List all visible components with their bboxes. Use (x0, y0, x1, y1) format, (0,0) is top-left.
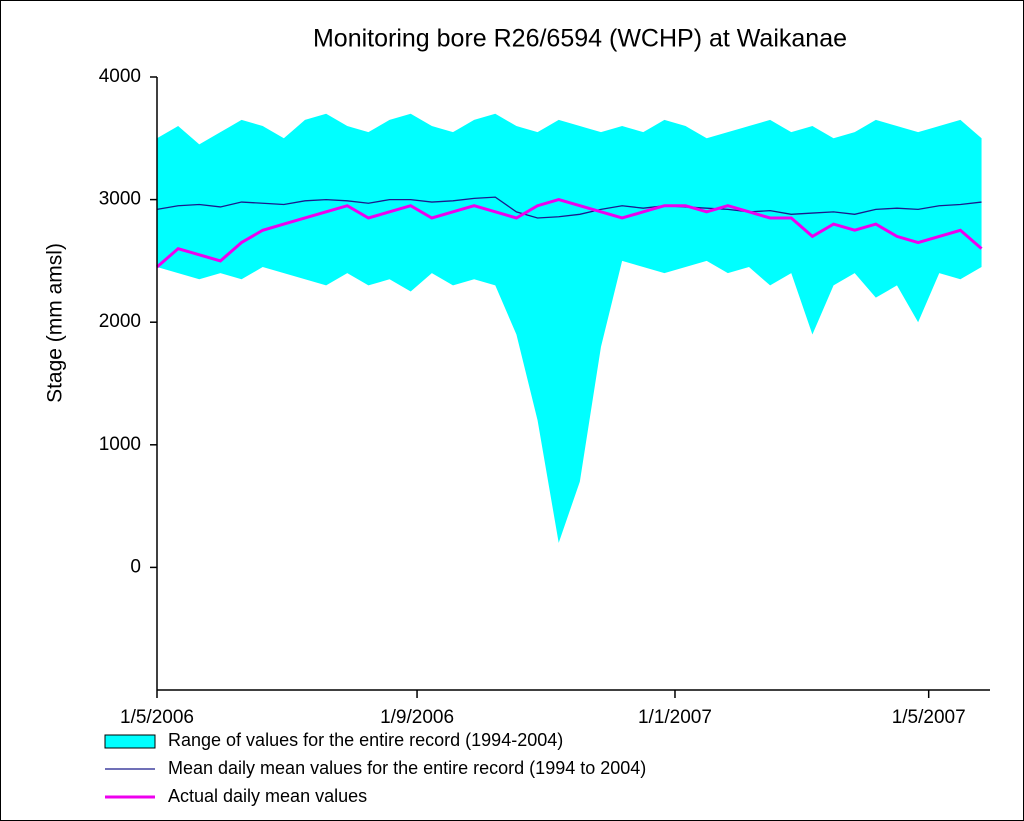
legend-label: Actual daily mean values (168, 786, 367, 806)
y-tick-label: 0 (130, 556, 141, 577)
legend-label: Mean daily mean values for the entire re… (168, 758, 646, 778)
series-line (156, 196, 982, 219)
x-tick-label: 1/5/2006 (120, 707, 194, 728)
range-area (157, 113, 982, 543)
y-axis-label: Stage (mm amsl) (44, 243, 67, 403)
series-line (156, 198, 983, 269)
y-tick-label: 1000 (99, 434, 141, 455)
y-tick-label: 4000 (99, 66, 141, 87)
legend-label: Range of values for the entire record (1… (168, 730, 563, 750)
legend-swatch (104, 734, 156, 749)
x-tick-label: 1/1/2007 (638, 707, 712, 728)
chart-title: Monitoring bore R26/6594 (WCHP) at Waika… (313, 25, 847, 53)
y-tick-label: 2000 (99, 311, 141, 332)
y-tick-label: 3000 (99, 189, 141, 210)
x-tick-label: 1/5/2007 (892, 707, 966, 728)
x-tick-label: 1/9/2006 (380, 707, 454, 728)
